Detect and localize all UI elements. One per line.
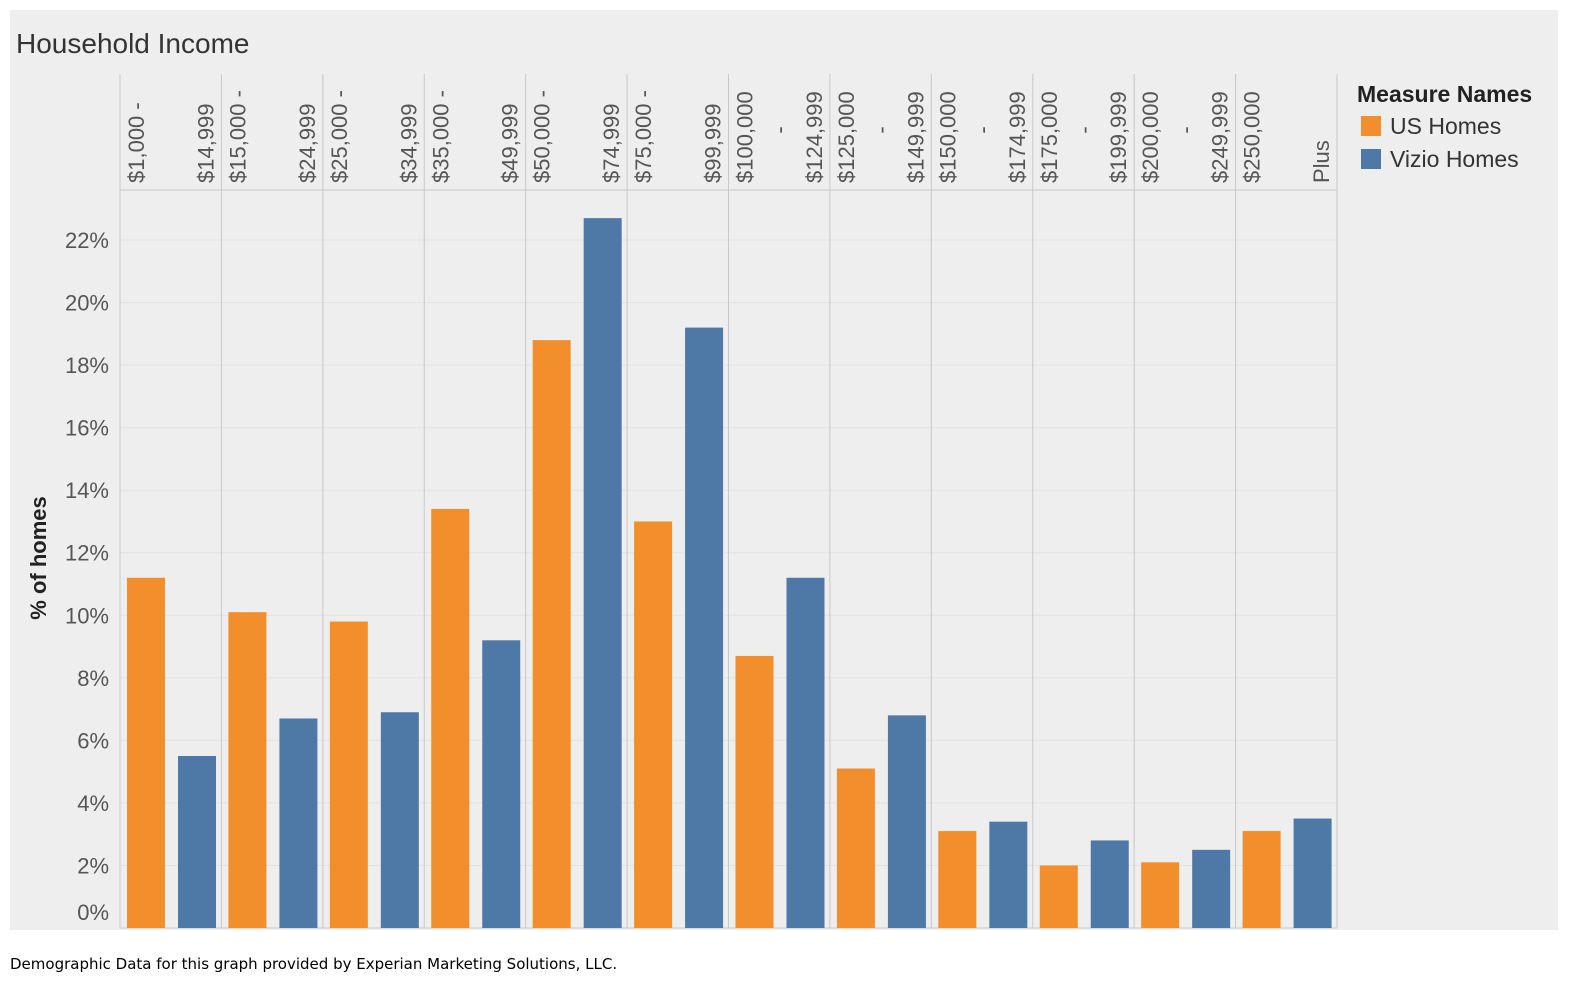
bar-vizio-homes	[583, 218, 622, 929]
y-tick-label: 0%	[77, 900, 109, 925]
y-tick-label: 2%	[77, 853, 109, 878]
bar-vizio-homes	[786, 577, 825, 928]
y-tick-label: 6%	[77, 728, 109, 753]
legend-swatch	[1361, 149, 1381, 169]
y-tick-label: 16%	[65, 416, 109, 441]
category-label: $124,999	[802, 91, 827, 183]
category-label: $14,999	[193, 103, 218, 183]
category-label: $149,999	[903, 91, 928, 183]
category-label: -	[1173, 126, 1198, 133]
bar-vizio-homes	[685, 327, 724, 928]
category-label: $75,000 -	[631, 90, 656, 183]
category-label: -	[1071, 126, 1096, 133]
bar-us-homes	[1141, 862, 1180, 928]
bar-vizio-homes	[1090, 840, 1129, 928]
bar-vizio-homes	[887, 715, 926, 928]
legend-entry-label: Vizio Homes	[1390, 146, 1519, 172]
y-tick-label: 22%	[65, 228, 109, 253]
bar-us-homes	[1242, 831, 1281, 928]
y-tick-label: 14%	[65, 478, 109, 503]
bar-us-homes	[735, 655, 774, 928]
bar-us-homes	[329, 621, 368, 928]
category-label: $175,000	[1037, 91, 1062, 183]
bar-us-homes	[431, 508, 470, 928]
category-label: $200,000	[1138, 91, 1163, 183]
bar-vizio-homes	[482, 640, 521, 928]
category-label: $199,999	[1106, 91, 1131, 183]
category-label: $49,999	[498, 103, 523, 183]
category-label: $174,999	[1005, 91, 1030, 183]
bar-us-homes	[127, 577, 165, 928]
y-tick-label: 20%	[65, 291, 109, 316]
bar-vizio-homes	[1192, 849, 1231, 928]
y-axis-ticks: 0% 2% 4% 6% 8% 10% 12% 14% 16% 18% 20% 22%	[65, 228, 109, 925]
category-label: $250,000	[1240, 91, 1265, 183]
bar-us-homes	[634, 521, 673, 928]
legend-swatch	[1361, 116, 1381, 136]
bar-us-homes	[938, 831, 977, 928]
category-label: -	[970, 126, 995, 133]
bar-vizio-homes	[380, 712, 419, 928]
bar-vizio-homes	[989, 821, 1028, 928]
category-label: $100,000	[733, 91, 758, 183]
legend-entry-label: US Homes	[1390, 113, 1501, 139]
category-label: -	[869, 126, 894, 133]
bar-us-homes	[532, 340, 571, 928]
bar-vizio-homes	[1293, 818, 1332, 928]
legend-title: Measure Names	[1357, 81, 1532, 107]
footer-note: Demographic Data for this graph provided…	[10, 955, 618, 973]
category-label: $35,000 -	[428, 90, 453, 183]
category-label: $25,000 -	[327, 90, 352, 183]
category-label: $150,000	[935, 91, 960, 183]
bars	[127, 218, 1332, 929]
x-axis-categories: $1,000 - $14,999 $15,000 - $24,999 $25,000 -…	[124, 90, 1334, 183]
bar-us-homes	[1039, 865, 1078, 928]
category-label: $99,999	[701, 103, 726, 183]
category-label: $74,999	[599, 103, 624, 183]
column-separators	[119, 74, 1338, 929]
category-label: -	[767, 126, 792, 133]
chart-title: Household Income	[16, 28, 249, 59]
bar-vizio-homes	[178, 756, 216, 928]
y-tick-label: 18%	[65, 353, 109, 378]
category-label: $125,000	[834, 91, 859, 183]
y-tick-label: 12%	[65, 541, 109, 566]
bar-vizio-homes	[279, 718, 318, 928]
bar-us-homes	[836, 768, 875, 928]
category-label: $249,999	[1208, 91, 1233, 183]
category-label: $50,000 -	[530, 90, 555, 183]
category-label: $1,000 -	[124, 102, 149, 183]
category-label: Plus	[1309, 140, 1334, 183]
category-label: $34,999	[396, 103, 421, 183]
y-tick-label: 4%	[77, 791, 109, 816]
y-axis-label: % of homes	[26, 496, 51, 619]
category-label: $24,999	[295, 103, 320, 183]
bar-us-homes	[228, 612, 267, 928]
y-tick-label: 8%	[77, 666, 109, 691]
y-tick-label: 10%	[65, 603, 109, 628]
legend: Measure Names US Homes Vizio Homes	[1357, 81, 1532, 172]
category-label: $15,000 -	[225, 90, 250, 183]
chart-background	[10, 10, 1558, 930]
